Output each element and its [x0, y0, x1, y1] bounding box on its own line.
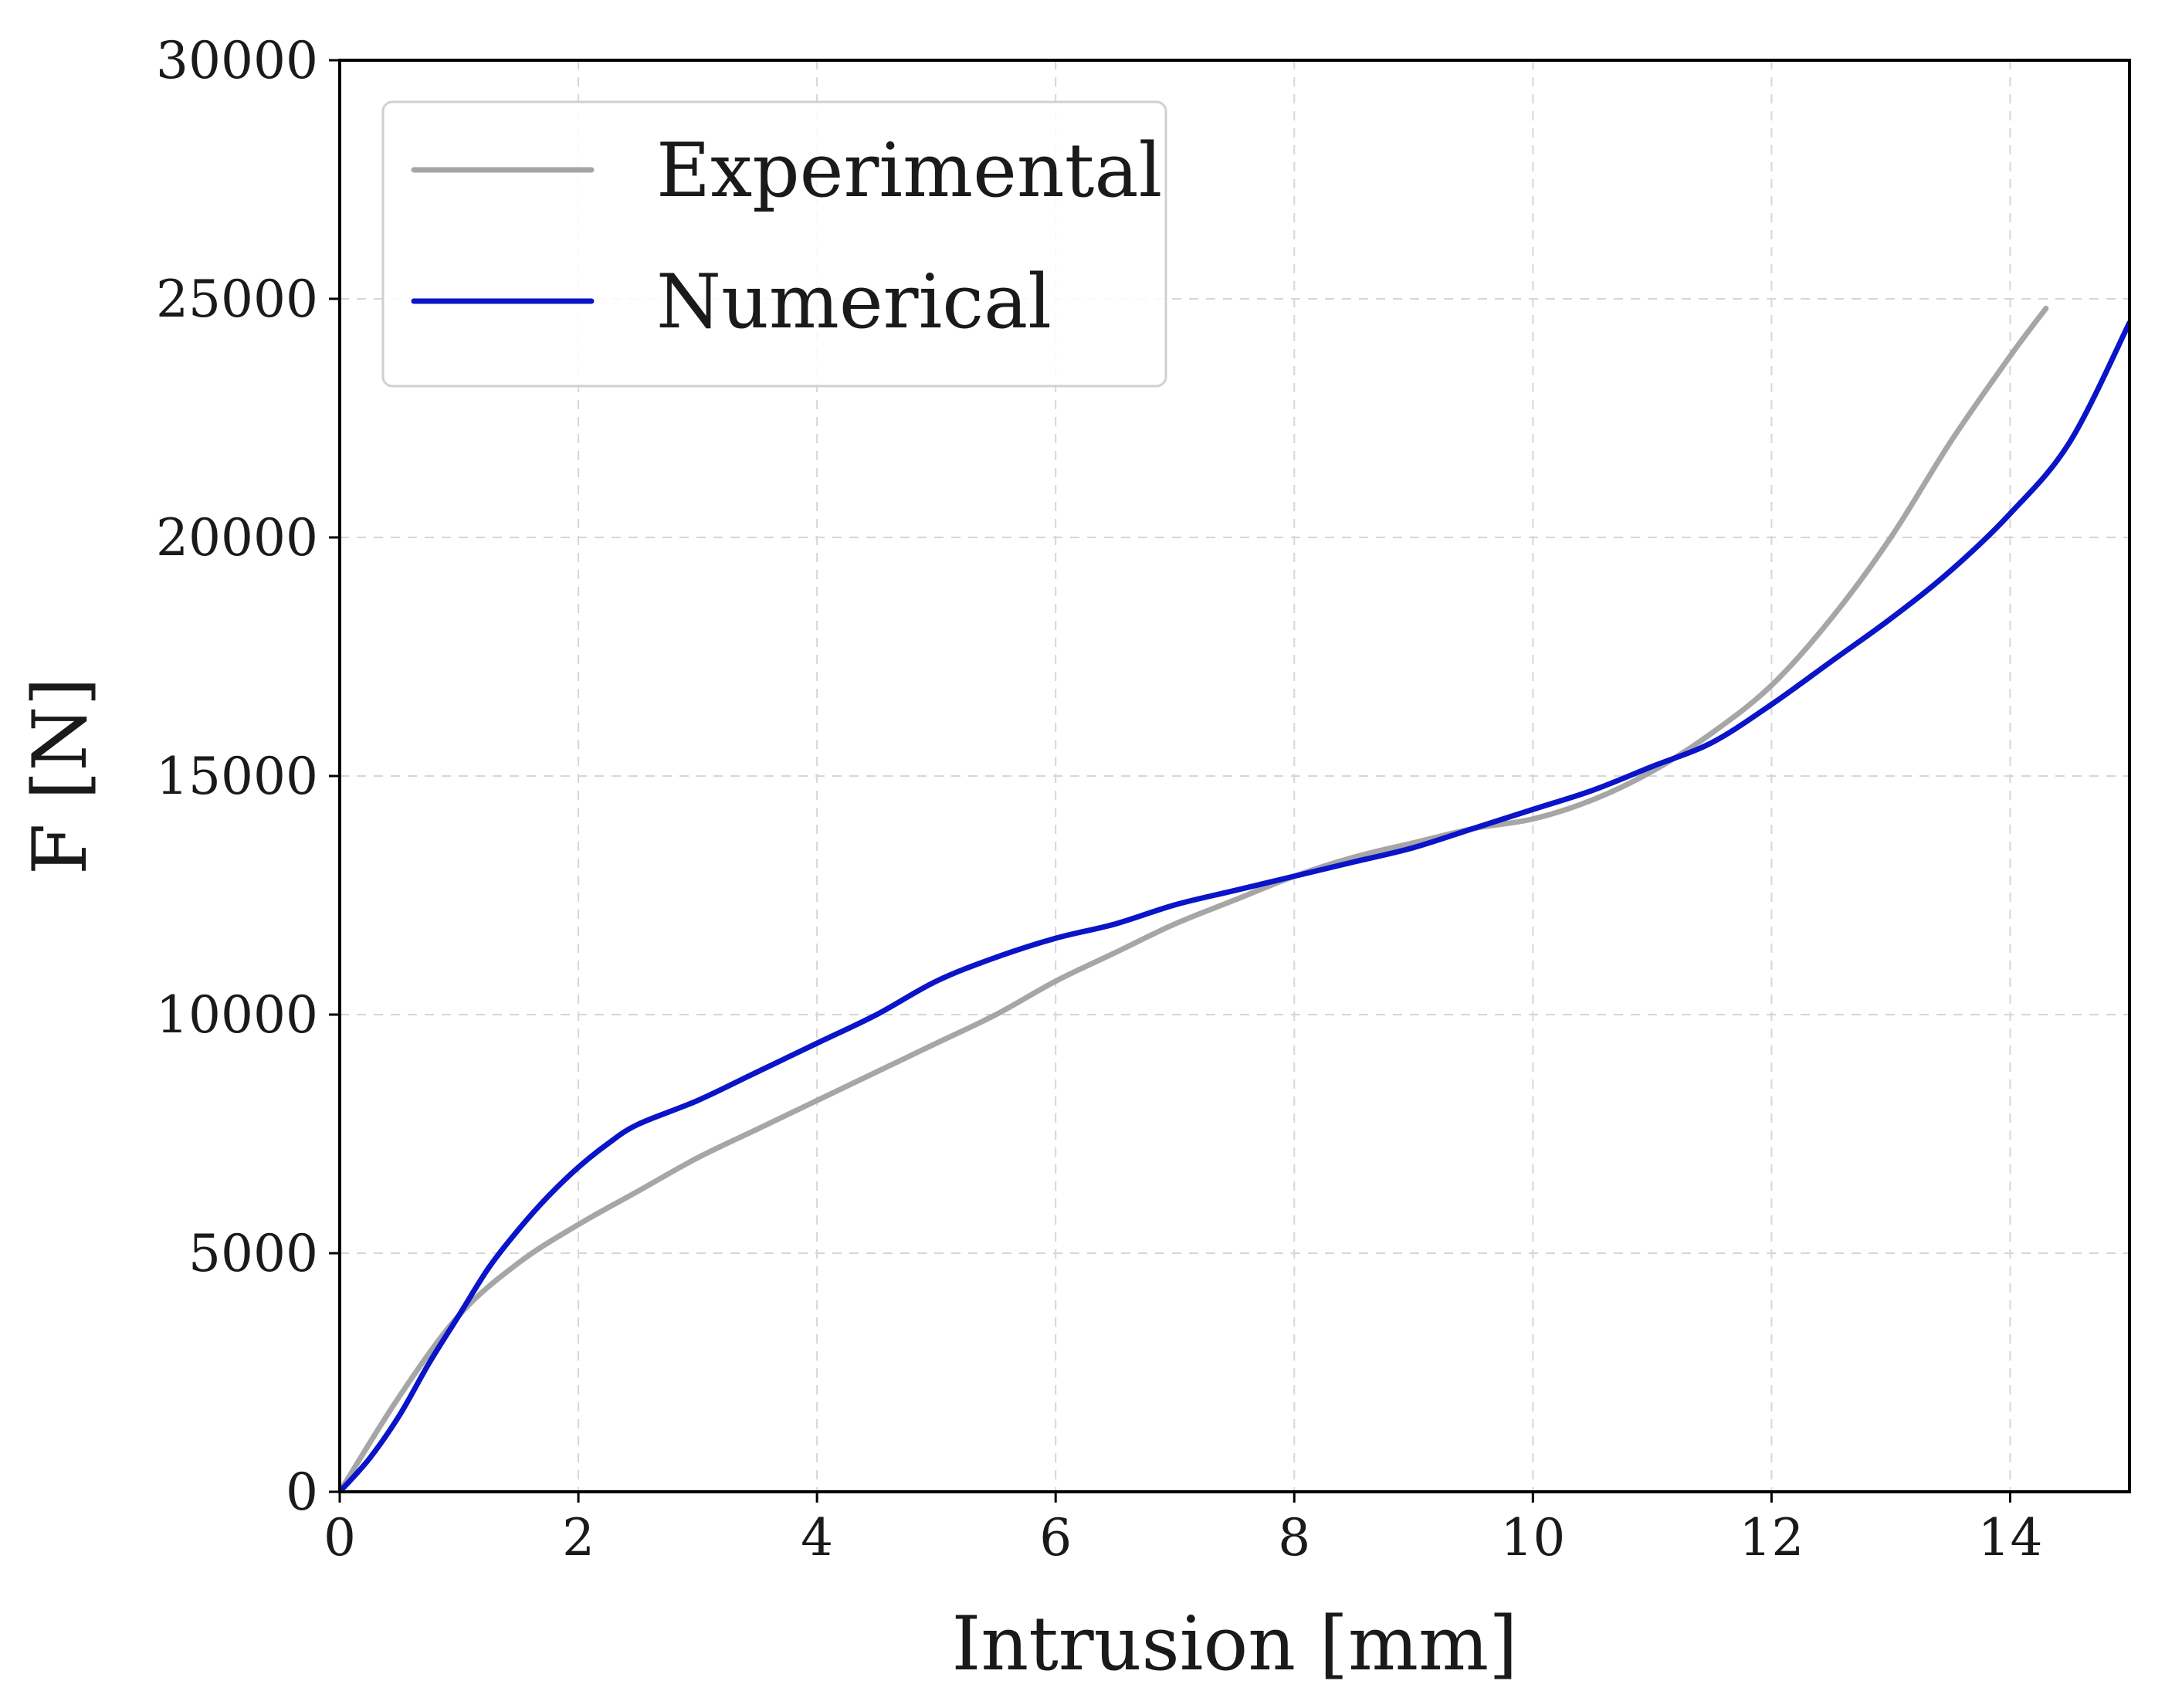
x-tick-label: 10 [1500, 1508, 1565, 1567]
x-tick-label: 2 [562, 1508, 595, 1567]
series-line-numerical [340, 320, 2129, 1492]
series-line-experimental [340, 305, 2049, 1492]
x-tick-label: 6 [1039, 1508, 1072, 1567]
y-tick-label: 25000 [156, 269, 318, 329]
legend-label-experimental: Experimental [656, 127, 1162, 214]
y-axis-title: F [N] [17, 677, 103, 875]
x-tick-label: 8 [1278, 1508, 1310, 1567]
x-tick-label: 14 [1977, 1508, 2042, 1567]
legend-box [381, 100, 1167, 388]
y-tick-label: 20000 [156, 508, 318, 568]
legend: Experimental Numerical [381, 100, 1167, 388]
x-tick-label: 0 [324, 1508, 356, 1567]
x-axis-title: Intrusion [mm] [951, 1601, 1517, 1687]
x-tick-label: 12 [1739, 1508, 1804, 1567]
legend-label-numerical: Numerical [656, 259, 1052, 345]
ticks: 0 2 4 6 8 10 12 14 0 5000 10000 15000 20000 25000 3000… [156, 31, 2042, 1567]
x-tick-label: 4 [801, 1508, 833, 1567]
y-tick-label: 0 [286, 1462, 318, 1522]
y-tick-label: 10000 [156, 985, 318, 1045]
y-tick-label: 30000 [156, 31, 318, 90]
y-tick-label: 15000 [156, 747, 318, 806]
y-tick-label: 5000 [188, 1224, 318, 1283]
series-layer [340, 305, 2129, 1492]
